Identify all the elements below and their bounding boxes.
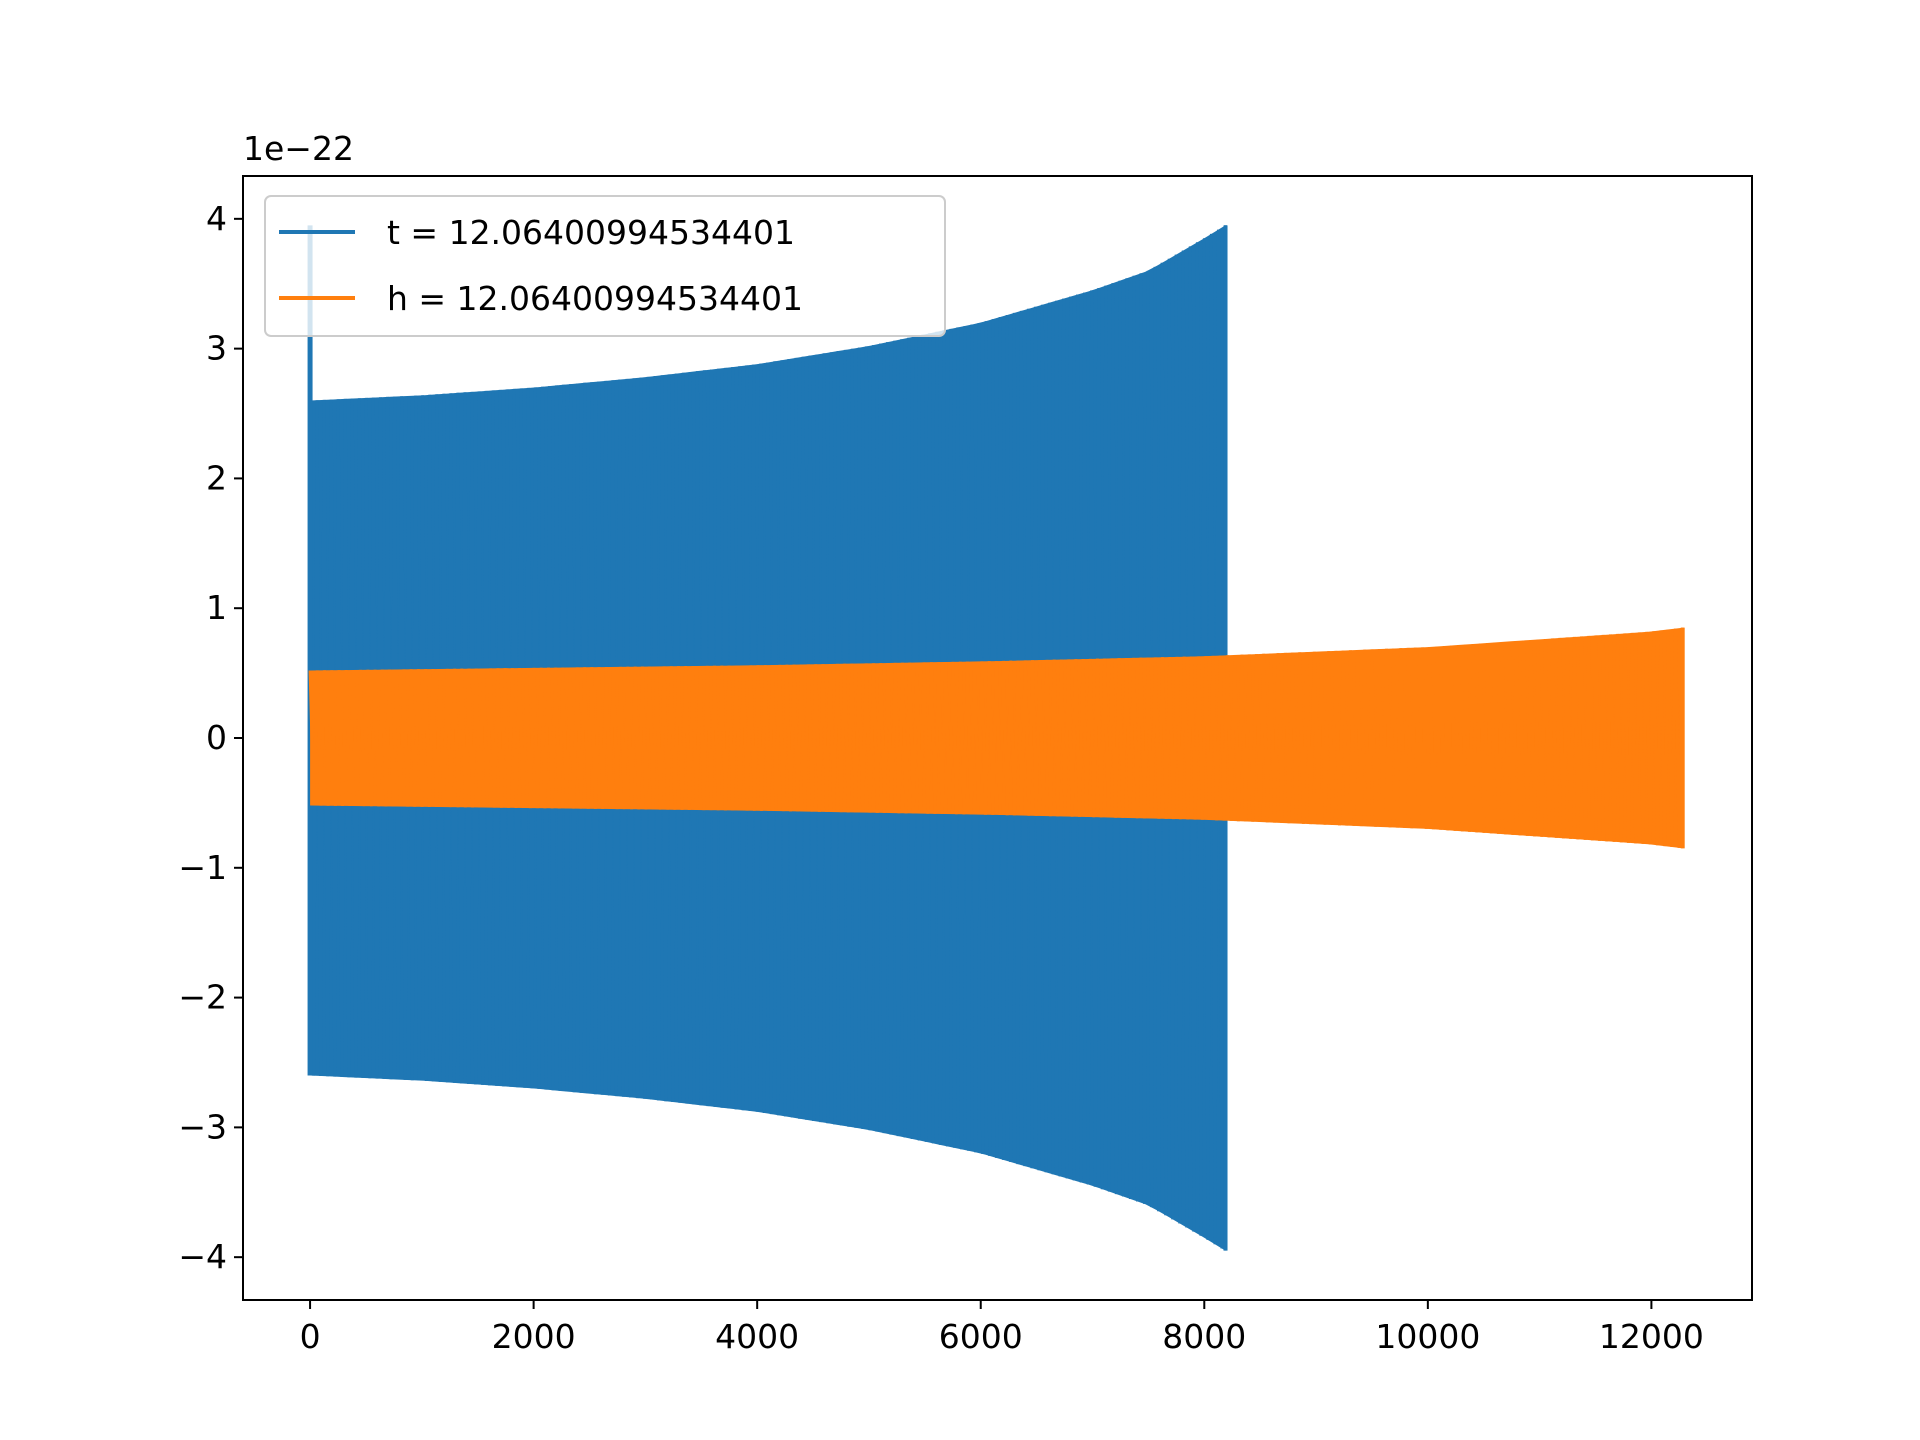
series-2-line [308, 627, 1685, 848]
y-tick-label: 2 [206, 458, 227, 497]
y-tick-label: −2 [178, 978, 227, 1017]
legend-label-2: h = 12.06400994534401 [387, 279, 803, 318]
x-tick-label: 6000 [939, 1317, 1023, 1356]
x-tick-label: 8000 [1162, 1317, 1246, 1356]
legend-box [264, 195, 946, 337]
y-axis: 4 3 2 1 0 −1 −2 −3 −4 [178, 199, 243, 1276]
legend: t = 12.06400994534401 h = 12.064009945344… [264, 195, 946, 337]
x-tick-label: 10000 [1375, 1317, 1480, 1356]
y-tick-label: 4 [206, 199, 227, 238]
series-layer [307, 225, 1685, 1251]
plot-area [307, 225, 1685, 1251]
x-tick-label: 12000 [1599, 1317, 1704, 1356]
y-offset-label: 1e−22 [243, 129, 354, 168]
x-tick-label: 4000 [715, 1317, 799, 1356]
y-tick-label: 1 [206, 588, 227, 627]
y-tick-label: 0 [206, 718, 227, 757]
y-tick-label: −3 [178, 1107, 227, 1146]
y-tick-label: −1 [178, 848, 227, 887]
legend-label-1: t = 12.06400994534401 [387, 213, 795, 252]
x-tick-label: 0 [300, 1317, 321, 1356]
y-tick-label: −4 [178, 1237, 227, 1276]
x-tick-label: 2000 [492, 1317, 576, 1356]
x-axis: 0 2000 4000 6000 8000 10000 12000 [300, 1300, 1704, 1356]
series-1-line [308, 225, 1227, 1249]
y-tick-label: 3 [206, 329, 227, 368]
